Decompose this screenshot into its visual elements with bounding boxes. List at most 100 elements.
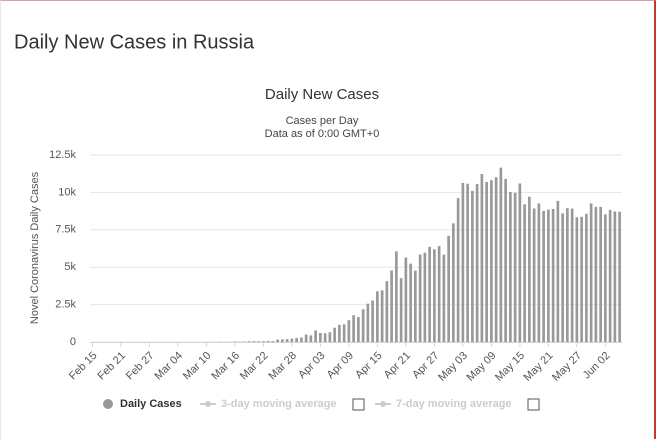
bar [575, 217, 579, 342]
x-tick-label: Feb 27 [124, 350, 157, 383]
bar [585, 213, 588, 342]
bar [333, 327, 336, 342]
y-axis-title: Novel Coronavirus Daily Cases [29, 171, 41, 324]
bar [300, 337, 303, 342]
bar [599, 206, 602, 342]
bar [456, 198, 460, 342]
x-tick-label: May 15 [493, 350, 527, 384]
bar [509, 191, 512, 342]
bar [390, 270, 393, 342]
y-tick-label: 10k [58, 186, 76, 198]
bar [252, 341, 256, 342]
bar [309, 335, 313, 342]
bar [247, 341, 251, 342]
bar [556, 200, 560, 342]
bar [604, 214, 607, 342]
x-tick-label: May 21 [522, 350, 556, 384]
bar [338, 324, 341, 342]
bar [371, 300, 374, 342]
bar [461, 182, 465, 342]
bar [342, 324, 346, 342]
bar [428, 246, 431, 342]
x-tick-label: Jun 02 [581, 350, 613, 382]
x-tick-label: Mar 22 [238, 350, 271, 383]
bar [385, 281, 389, 342]
bar [323, 333, 327, 342]
bar [366, 303, 370, 342]
bar [328, 332, 332, 342]
bar [447, 235, 450, 342]
bar [589, 203, 593, 342]
bar [399, 278, 403, 342]
page-title: Daily New Cases in Russia [14, 31, 255, 53]
x-tick-label: Apr 15 [353, 350, 384, 381]
bar [304, 334, 308, 342]
bar [452, 223, 455, 342]
x-tick-label: Mar 10 [181, 350, 214, 383]
legend-label[interactable]: Daily Cases [120, 398, 182, 410]
bar [528, 196, 531, 342]
x-tick-label: Apr 09 [325, 350, 356, 381]
bar [319, 333, 322, 342]
bar [618, 211, 621, 342]
x-tick-label: May 03 [436, 350, 470, 384]
bar [542, 210, 545, 342]
bar [437, 246, 441, 342]
bar [570, 208, 574, 342]
bar [494, 177, 498, 342]
bar [551, 208, 555, 342]
bar [347, 320, 351, 342]
bar [485, 181, 488, 342]
x-tick-label: May 27 [550, 350, 584, 384]
bar [380, 290, 384, 342]
legend-marker [380, 401, 386, 407]
legend-marker [205, 401, 211, 407]
y-tick-label: 2.5k [55, 299, 76, 311]
checkbox[interactable] [352, 398, 365, 411]
bar [414, 270, 417, 342]
bar [352, 315, 355, 342]
bar [409, 263, 412, 342]
legend-label[interactable]: 7-day moving average [396, 398, 512, 410]
bar [404, 257, 408, 342]
x-tick-label: Mar 28 [266, 350, 299, 383]
bar [504, 178, 507, 342]
bar [475, 184, 479, 342]
bar [295, 337, 298, 342]
bar [395, 251, 398, 342]
y-tick-label: 7.5k [55, 224, 76, 236]
bar [262, 341, 265, 342]
checkbox[interactable] [527, 398, 540, 411]
legend-marker [103, 399, 113, 409]
bar [466, 183, 469, 342]
legend-label[interactable]: 3-day moving average [221, 398, 337, 410]
bar [423, 252, 427, 342]
bar [608, 209, 612, 342]
bar [580, 216, 583, 342]
x-tick-label: Mar 16 [209, 350, 242, 383]
bar [532, 208, 536, 342]
bar [276, 339, 279, 342]
bar [537, 203, 541, 342]
x-tick-label: Apr 21 [382, 350, 413, 381]
bar [547, 209, 550, 342]
bar [480, 173, 484, 342]
x-tick-label: May 09 [465, 350, 499, 384]
bar [566, 208, 569, 342]
bar [376, 291, 379, 342]
bar [513, 192, 517, 342]
bar [281, 339, 284, 342]
x-tick-label: Feb 15 [67, 350, 100, 383]
bar [594, 206, 598, 342]
bar [257, 341, 260, 342]
bar [561, 213, 564, 342]
bar [471, 190, 474, 342]
x-tick-label: Mar 04 [152, 350, 185, 383]
bar [266, 340, 270, 342]
bar [499, 167, 503, 342]
bar [314, 330, 317, 342]
x-tick-label: Apr 03 [296, 350, 327, 381]
